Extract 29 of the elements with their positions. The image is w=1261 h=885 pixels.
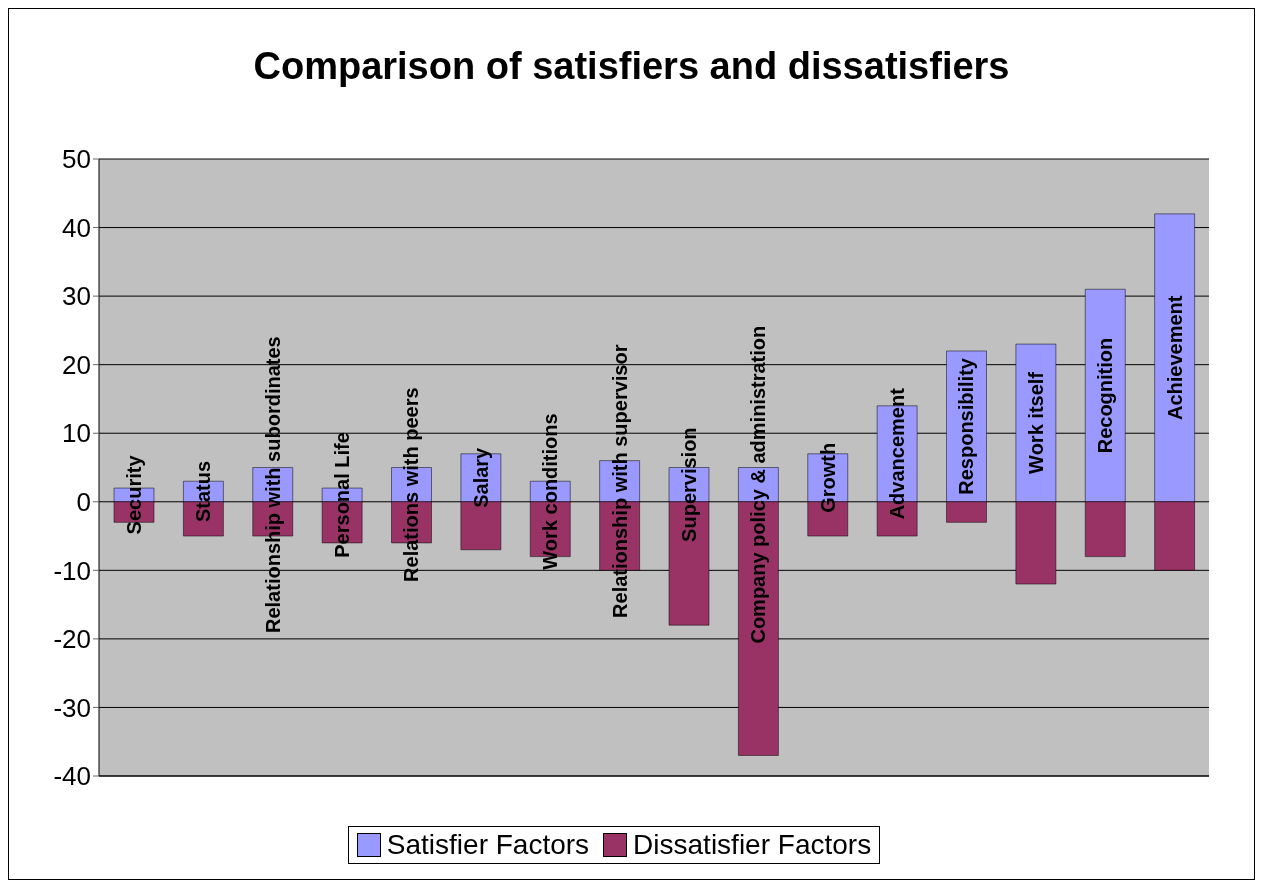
x-tick-label: Relationship with supervisor bbox=[608, 344, 631, 618]
x-tick-label: Work itself bbox=[1024, 371, 1047, 474]
x-tick-label: Supervision bbox=[678, 427, 700, 542]
y-tick-label: 0 bbox=[76, 487, 91, 518]
x-tick-label: Recognition bbox=[1094, 337, 1117, 454]
y-tick-label: 30 bbox=[62, 281, 91, 312]
x-tick-label: Status bbox=[192, 460, 215, 523]
x-tick-label: Achievement bbox=[1163, 295, 1186, 421]
x-tick-label: Personal Life bbox=[331, 432, 354, 558]
x-tick-label: Advancement bbox=[886, 387, 909, 520]
x-tick-label: Work conditions bbox=[539, 413, 562, 570]
y-tick-label: 40 bbox=[62, 212, 91, 243]
chart-title: Comparison of satisfiers and dissatisfiers bbox=[252, 44, 1011, 89]
y-tick-label: -20 bbox=[53, 624, 91, 655]
y-tick-label: 50 bbox=[62, 144, 91, 175]
x-tick-label: Relationship with subordinates bbox=[261, 336, 284, 633]
x-tick-label: Growth bbox=[816, 442, 839, 513]
y-tick-label: 10 bbox=[62, 418, 91, 449]
y-tick-label: -30 bbox=[53, 692, 91, 723]
x-tick-label: Relations with peers bbox=[400, 387, 423, 582]
x-tick-label: Salary bbox=[469, 446, 492, 508]
y-tick-label: -40 bbox=[53, 761, 91, 792]
x-tick-label: Security bbox=[123, 454, 145, 535]
x-tick-label: Company policy & administration bbox=[747, 325, 770, 644]
legend-label: Dissatisfier Factors bbox=[632, 829, 872, 861]
x-tick-label: Responsibility bbox=[955, 357, 978, 495]
y-tick-label: 20 bbox=[62, 349, 91, 380]
legend-label: Satisfier Factors bbox=[385, 829, 590, 861]
y-tick-label: -10 bbox=[53, 555, 91, 586]
